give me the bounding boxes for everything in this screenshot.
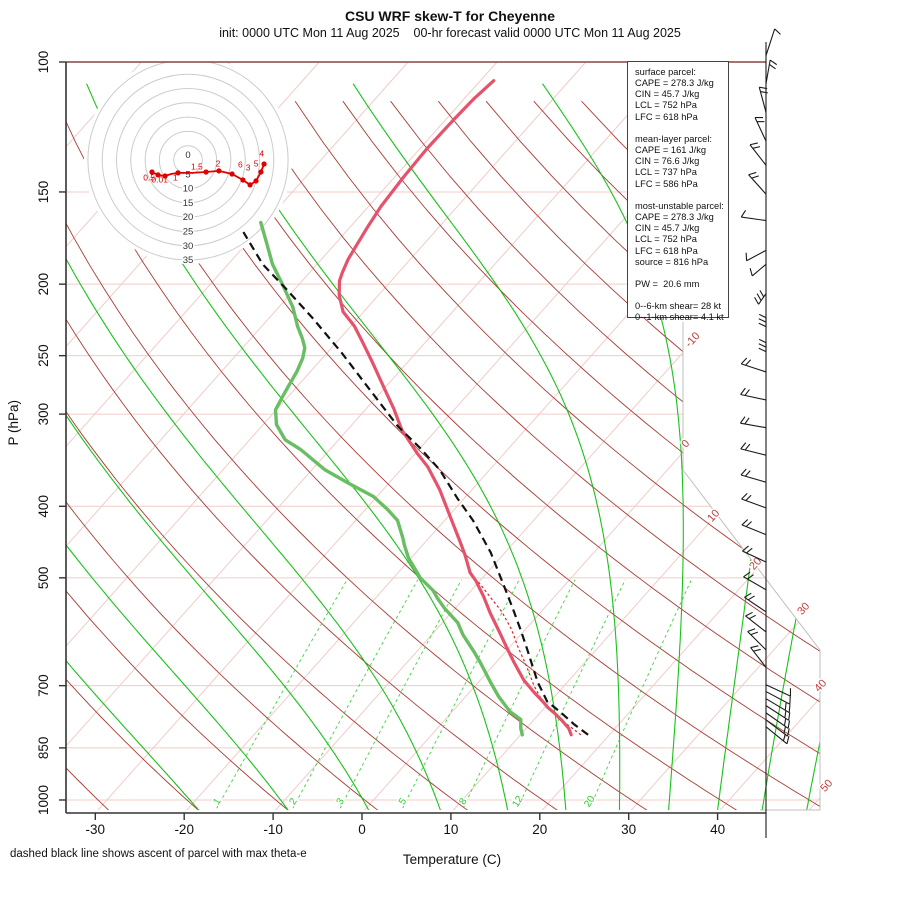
hodograph-ring-label: 0 (185, 150, 190, 161)
x-axis-label: Temperature (C) (402, 852, 502, 867)
y-tick-label: 150 (36, 181, 51, 204)
wind-barb-column (739, 28, 792, 838)
hodograph-ring-label: 5 (185, 169, 190, 180)
x-tick-label: -10 (263, 822, 283, 837)
y-tick-label: 200 (36, 273, 51, 296)
mixing-ratio-label: 8 (457, 796, 470, 807)
stats-line: LCL = 737 hPa (635, 167, 697, 178)
y-tick-label: 250 (36, 344, 51, 367)
x-tick-label: 10 (443, 822, 458, 837)
stats-line: LFC = 618 hPa (635, 245, 698, 256)
isotherm-label: 40 (812, 677, 829, 694)
stats-line (635, 123, 726, 134)
parcel-max-thetae-curve (242, 231, 589, 736)
hodograph-height-label: 1.5 (191, 162, 203, 172)
stats-line: CAPE = 278.3 J/kg (635, 212, 714, 223)
stats-line: source = 816 hPa (635, 256, 709, 267)
footer-note: dashed black line shows ascent of parcel… (10, 848, 307, 860)
hodograph-ring-label: 25 (183, 227, 194, 238)
stats-line (635, 290, 726, 301)
hodograph-height-label: 5 (254, 158, 259, 168)
hodograph-ring-label: 15 (183, 198, 194, 209)
y-tick-label: 300 (36, 403, 51, 426)
stats-line: CAPE = 278.3 J/kg (635, 78, 714, 89)
page-title: CSU WRF skew-T for Cheyenne (344, 8, 556, 24)
y-tick-label: 1000 (36, 785, 51, 815)
stats-line: 0--6-km shear= 28 kt (635, 301, 722, 312)
page-subtitle: init: 0000 UTC Mon 11 Aug 2025 00-hr for… (219, 26, 681, 40)
hodograph-height-label: 0.5 (143, 173, 155, 183)
hodograph-height-label: 4 (259, 148, 264, 158)
y-tick-label: 400 (36, 495, 51, 518)
hodograph-height-label: 0.01 (151, 175, 168, 185)
x-tick-label: 20 (532, 822, 547, 837)
hodograph-height-label: 6 (238, 160, 243, 170)
plot-clip-boundary (682, 322, 821, 811)
y-axis-label: P (hPa) (6, 400, 21, 446)
stats-line: LFC = 586 hPa (635, 178, 698, 189)
x-tick-label: 40 (710, 822, 725, 837)
isotherm-label: 10 (705, 507, 722, 524)
y-tick-label: 700 (36, 674, 51, 697)
hodograph-ring-label: 10 (183, 184, 194, 195)
stats-line: most-unstable parcel: (635, 200, 724, 211)
parcel-stats-box: surface parcel: CAPE = 278.3 J/kg CIN = 45… (627, 61, 729, 322)
stats-line: CIN = 45.7 J/kg (635, 223, 700, 234)
isotherm-label: -10 (683, 330, 703, 350)
hodograph-height-label: 3 (246, 163, 251, 173)
mixing-ratio-label: 1 (211, 796, 224, 807)
y-tick-label: 850 (36, 737, 51, 760)
x-tick-label: 30 (621, 822, 636, 837)
stats-line: LCL = 752 hPa (635, 100, 697, 111)
stats-line: mean-layer parcel: (635, 133, 712, 144)
x-tick-label: -30 (86, 822, 106, 837)
mixing-ratio-label: 3 (335, 796, 348, 807)
hodograph-ring-label: 35 (183, 255, 194, 266)
stats-line: CAPE = 161 J/kg (635, 145, 707, 156)
surface-parcel-curve (472, 576, 582, 736)
y-tick-label: 100 (36, 51, 51, 74)
y-tick-label: 500 (36, 567, 51, 590)
background-grid (66, 62, 820, 810)
stats-line: CIN = 76.6 J/kg (635, 156, 700, 167)
hodograph-height-label: 1 (173, 173, 178, 183)
stats-line: surface parcel: (635, 67, 696, 77)
dewpoint-curve (259, 220, 524, 737)
stats-line (635, 190, 726, 201)
isotherm-label: 50 (818, 777, 835, 794)
x-tick-label: -20 (174, 822, 194, 837)
stats-line (635, 268, 726, 279)
stats-line: 0--1-km shear= 4.1 kt (635, 312, 724, 323)
isotherm-label: 30 (795, 600, 812, 617)
stats-line: LCL = 752 hPa (635, 234, 697, 245)
x-tick-label: 0 (358, 822, 366, 837)
hodograph-height-label: 2 (216, 158, 221, 168)
hodograph-ring-label: 20 (183, 212, 194, 223)
stats-line: LFC = 618 hPa (635, 111, 698, 122)
mixing-ratio-label: 5 (397, 796, 410, 807)
temperature-curve (337, 79, 573, 737)
stats-line: PW = 20.6 mm (635, 278, 700, 289)
hodograph-ring-label: 30 (183, 241, 194, 252)
mixing-ratio-label: 2 (287, 796, 300, 807)
stats-line: CIN = 45.7 J/kg (635, 89, 700, 100)
